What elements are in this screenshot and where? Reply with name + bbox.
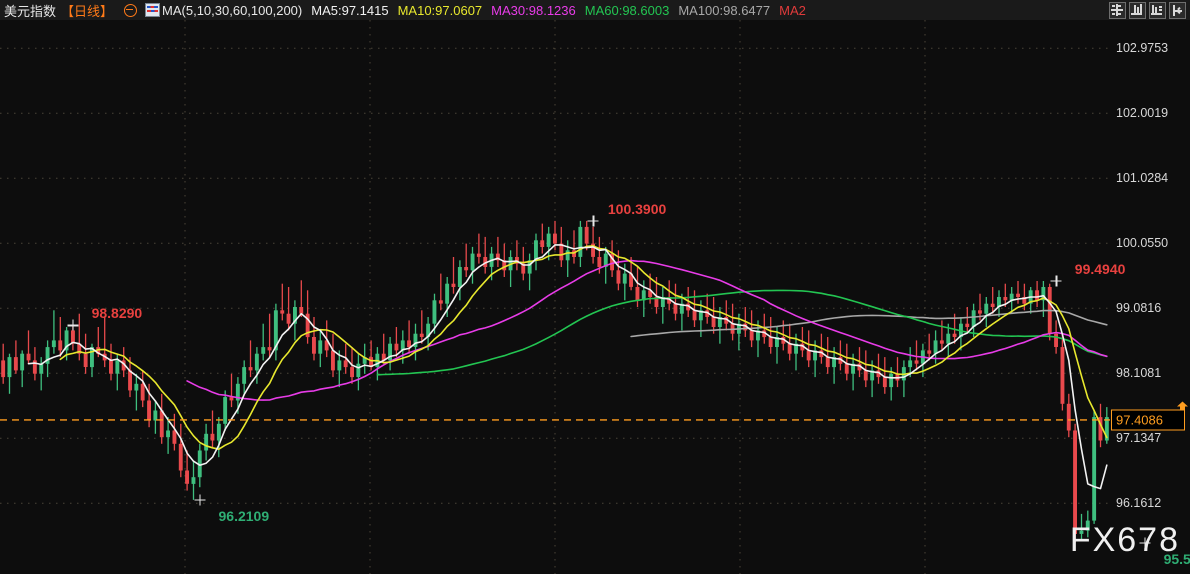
align-right-tool-icon[interactable] xyxy=(1149,2,1166,19)
chart-toolbar xyxy=(1109,2,1186,19)
high-label-1: 98.8290 xyxy=(91,305,143,322)
price-axis-tick: 98.1081 xyxy=(1116,366,1162,381)
ma30-value: MA30:98.1236 xyxy=(491,2,576,18)
price-axis-tick: 102.9753 xyxy=(1116,41,1169,56)
price-axis-tick: 99.0816 xyxy=(1116,301,1162,316)
high-label-2: 100.3900 xyxy=(607,200,667,217)
ma100-value: MA100:98.6477 xyxy=(678,2,771,18)
low-label-2: 95.5660 xyxy=(1163,550,1190,567)
price-axis-tick: 97.1347 xyxy=(1116,431,1162,446)
extreme-marker-icon xyxy=(1050,275,1062,287)
shift-right-tool-icon[interactable] xyxy=(1169,2,1186,19)
ma60-value: MA60:98.6003 xyxy=(584,2,670,18)
candlestick-plot[interactable] xyxy=(0,20,1110,574)
chart-svg xyxy=(0,20,1110,574)
period-selector[interactable]: 【日线】 xyxy=(61,1,113,20)
line-chart-icon[interactable] xyxy=(145,3,161,17)
low-label-1: 96.2109 xyxy=(218,507,270,524)
price-axis-tick: 96.1612 xyxy=(1116,496,1162,511)
symbol-name[interactable]: 美元指数 xyxy=(4,1,56,20)
minus-circle-icon[interactable] xyxy=(124,3,138,17)
price-axis[interactable]: 102.9753 102.0019 101.0284 100.0550 99.0816 9… xyxy=(1110,20,1190,574)
symbol-label: 美元指数 xyxy=(4,3,57,19)
price-marker-icon xyxy=(1177,399,1188,411)
watermark-logo: FX678 xyxy=(1069,521,1180,559)
extreme-marker-icon xyxy=(194,494,206,506)
current-price-tag[interactable]: 97.4086 xyxy=(1111,409,1185,431)
ma10-value: MA10:97.0607 xyxy=(397,2,483,18)
ma200-value: MA2 xyxy=(779,2,806,18)
align-left-tool-icon[interactable] xyxy=(1129,2,1146,19)
high-label-3: 99.4940 xyxy=(1074,260,1126,277)
crosshair-tool-icon[interactable] xyxy=(1109,2,1126,19)
ma-config-label: MA(5,10,30,60,100,200) xyxy=(162,2,303,18)
chart-header-bar: 美元指数 【日线】 MA(5,10,30,60,100,200) MA5:97.… xyxy=(0,0,1190,20)
extreme-marker-icon xyxy=(1139,537,1151,549)
price-axis-tick: 100.0550 xyxy=(1116,236,1169,251)
period-label: 【日线】 xyxy=(61,3,114,19)
ma5-value: MA5:97.1415 xyxy=(311,2,389,18)
price-axis-tick: 102.0019 xyxy=(1116,106,1169,121)
price-axis-tick: 101.0284 xyxy=(1116,171,1169,186)
extreme-marker-icon xyxy=(587,215,599,227)
extreme-marker-icon xyxy=(67,319,79,331)
